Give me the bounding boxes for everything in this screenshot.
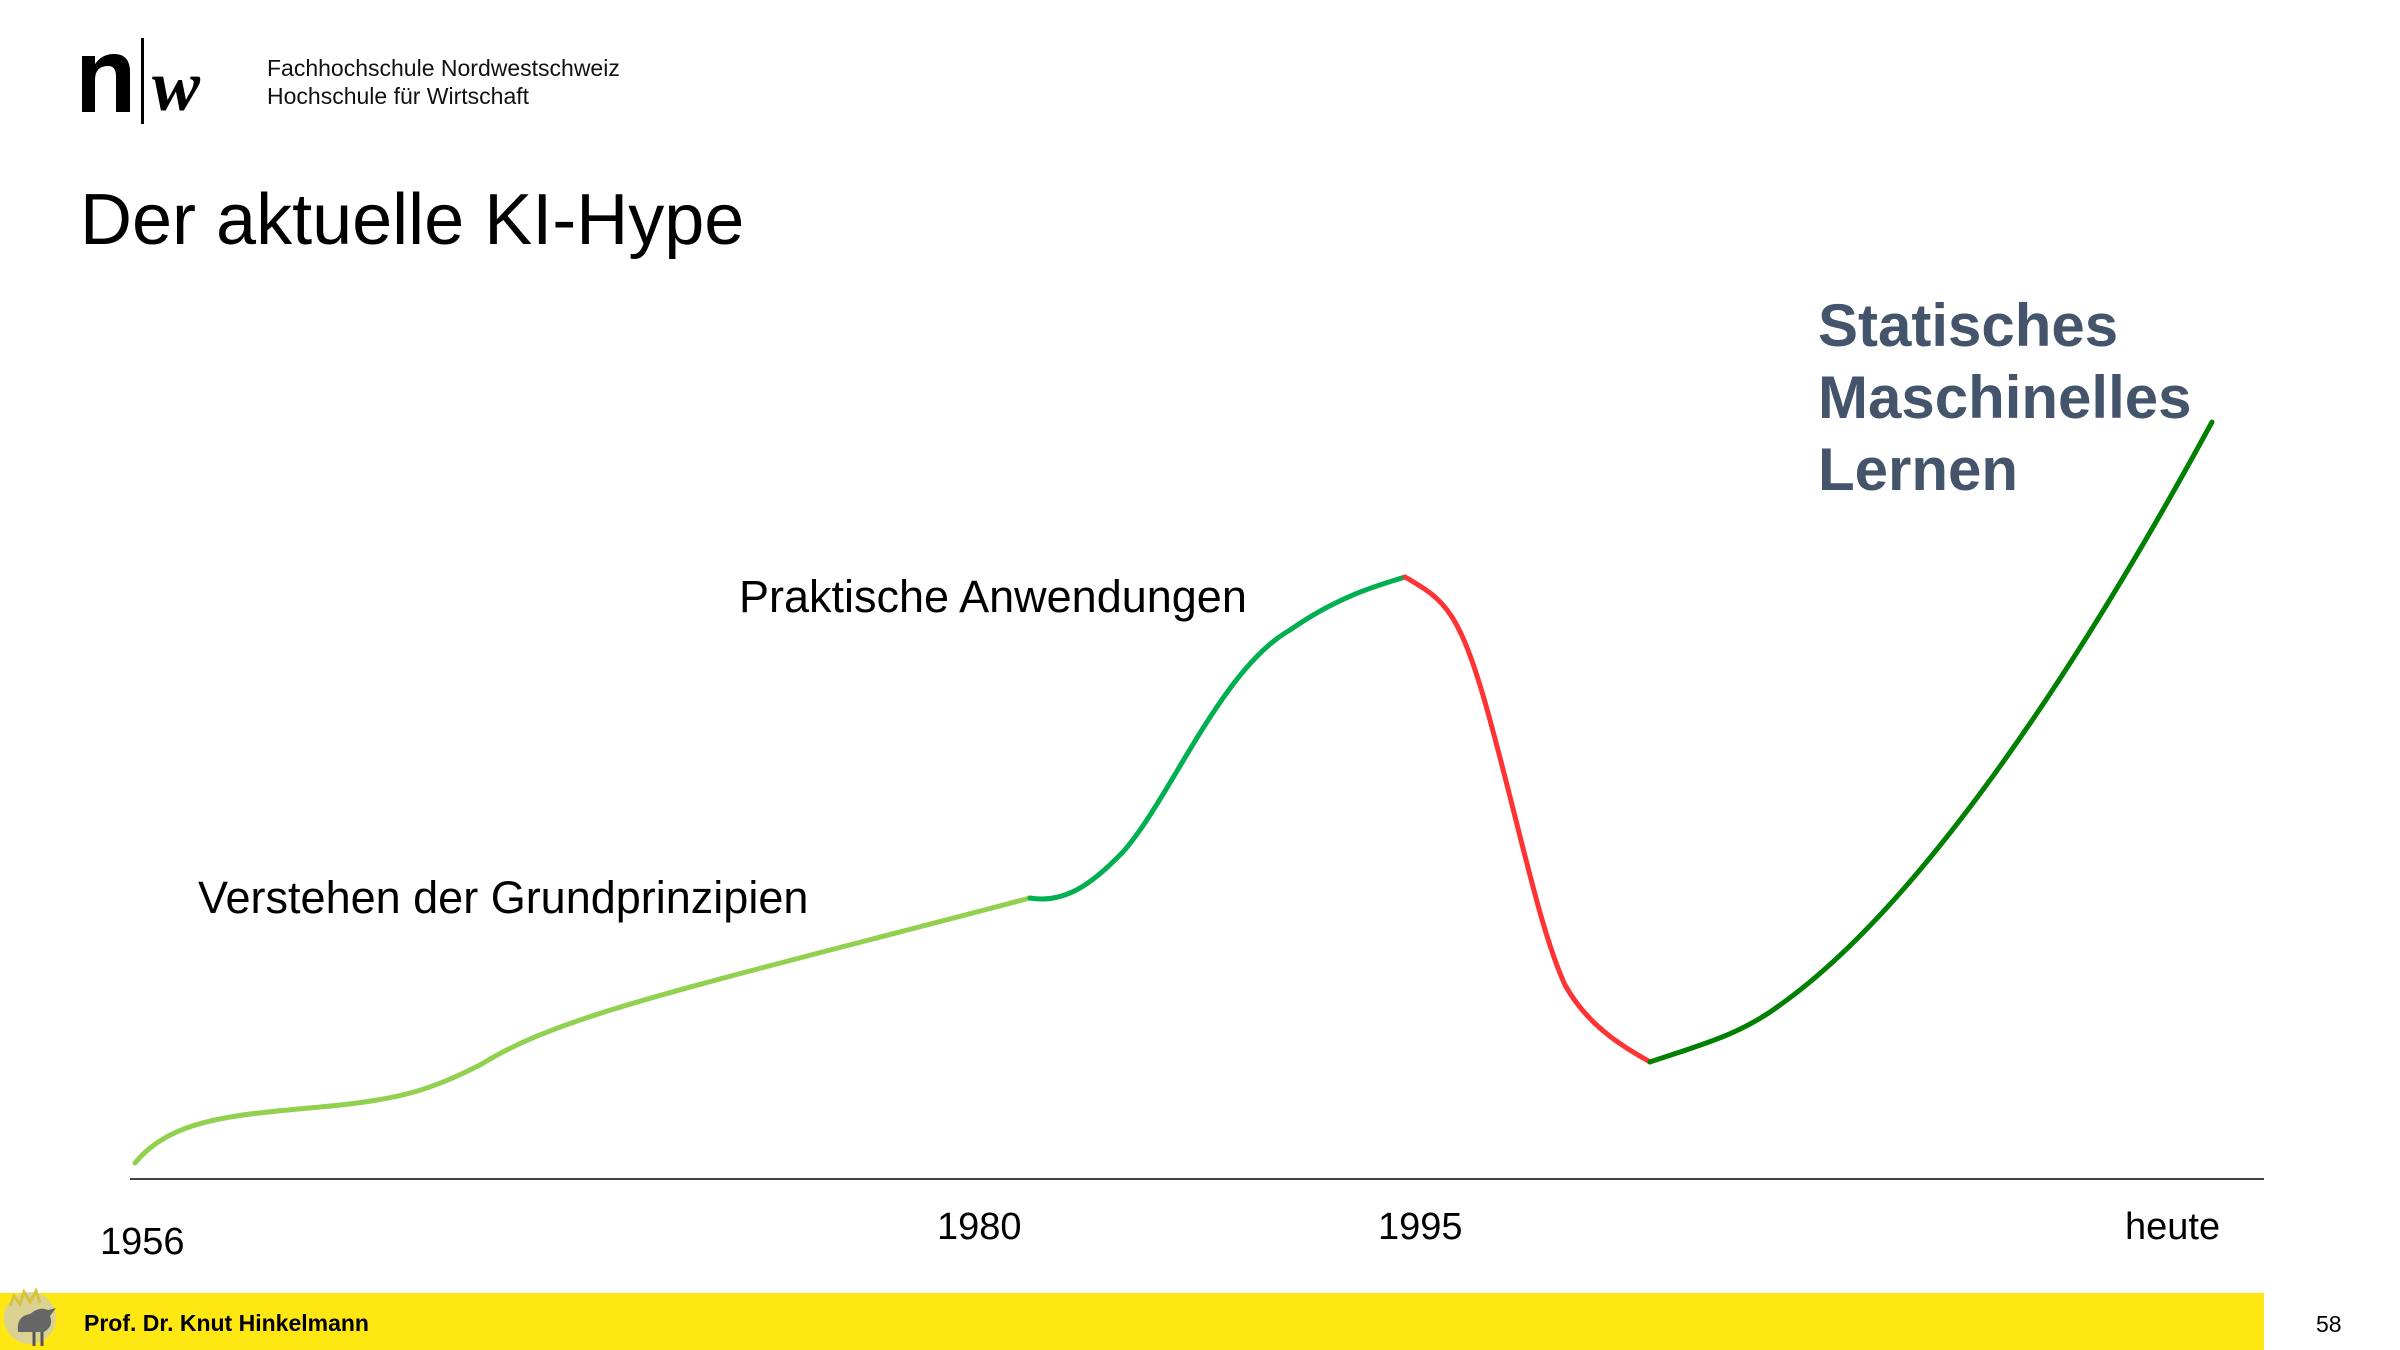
curve-decline-phase: [1402, 574, 1653, 1065]
label-understanding: Verstehen der Grundprinzipien: [198, 872, 809, 923]
axis-label-1956: 1956: [100, 1221, 185, 1263]
institution-name: Fachhochschule Nordwestschweiz Hochschul…: [267, 54, 620, 110]
curve-growth-phase: [1027, 574, 1408, 902]
curve-recent-phase: [1647, 419, 2215, 1065]
label-machine-learning: Statisches Maschinelles Lernen: [1818, 290, 2192, 506]
label-ml-line-1: Statisches: [1818, 292, 2119, 359]
axis-label-1980: 1980: [937, 1206, 1022, 1248]
label-ml-line-3: Lernen: [1818, 436, 2019, 503]
axis-label-heute: heute: [2125, 1206, 2221, 1248]
svg-text:w: w: [152, 46, 201, 126]
fhnw-logo: w: [82, 38, 201, 126]
axis-label-1995: 1995: [1378, 1206, 1463, 1248]
institution-line-1: Fachhochschule Nordwestschweiz: [267, 55, 620, 81]
rooster-mascot-icon: [4, 1287, 56, 1346]
page-number: 58: [2316, 1311, 2342, 1337]
label-ml-line-2: Maschinelles: [1818, 364, 2192, 431]
institution-line-2: Hochschule für Wirtschaft: [267, 83, 530, 109]
curve-early-phase: [132, 895, 1033, 1166]
label-applications: Praktische Anwendungen: [739, 571, 1247, 622]
footer-bar: [0, 1293, 2264, 1350]
slide-title: Der aktuelle KI-Hype: [80, 180, 745, 260]
footer-author: Prof. Dr. Knut Hinkelmann: [84, 1310, 369, 1336]
